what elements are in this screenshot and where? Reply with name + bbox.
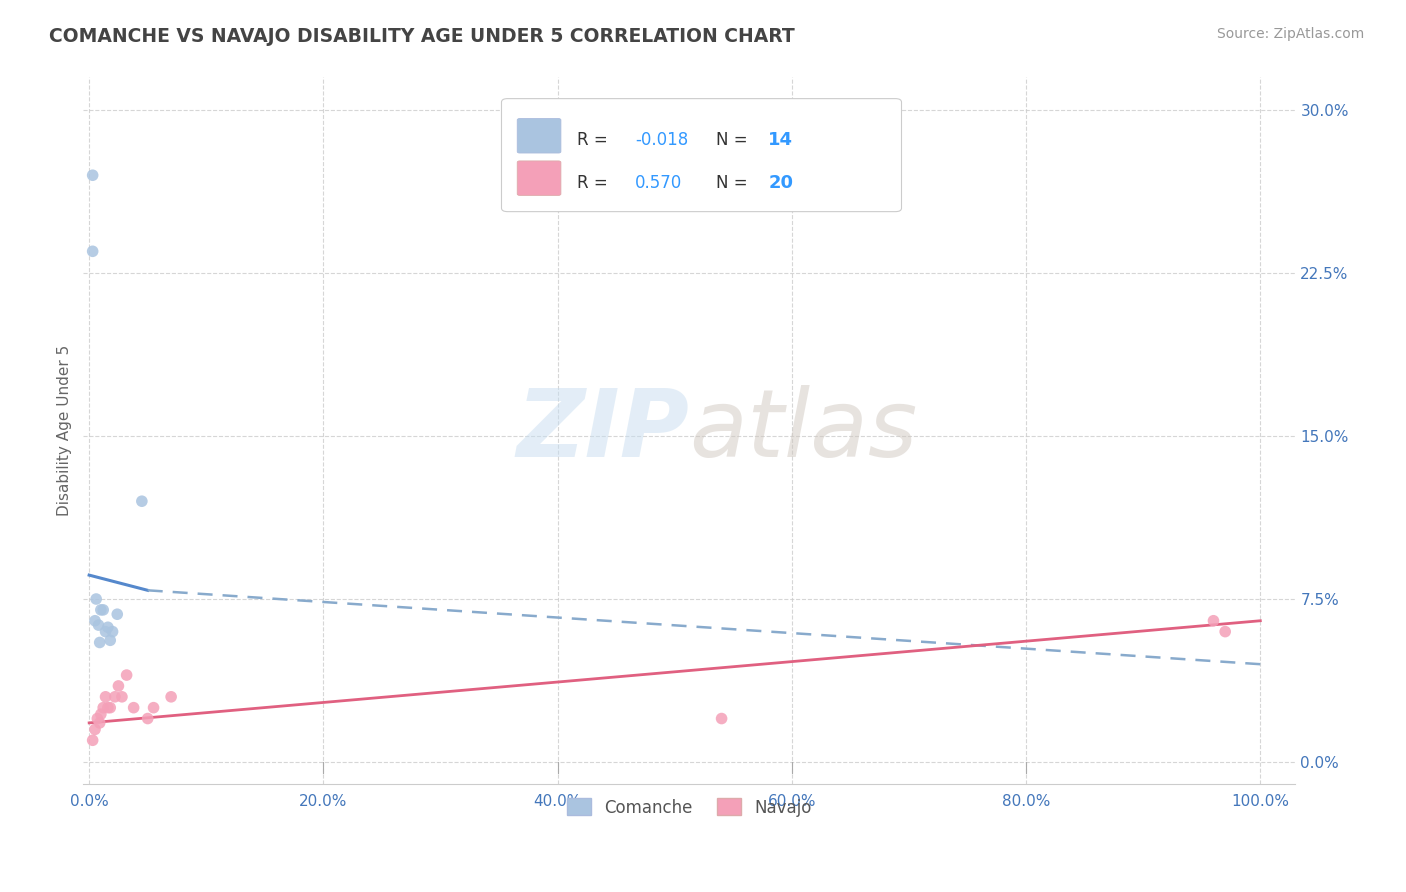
Text: Source: ZipAtlas.com: Source: ZipAtlas.com — [1216, 27, 1364, 41]
Text: ZIP: ZIP — [516, 384, 689, 476]
Point — [97, 620, 120, 634]
Text: 20: 20 — [768, 174, 793, 192]
Point — [136, 712, 159, 726]
Point — [160, 690, 183, 704]
Point — [98, 700, 121, 714]
Text: R =: R = — [576, 131, 613, 149]
Point — [91, 603, 114, 617]
Point — [89, 635, 111, 649]
Point — [84, 592, 107, 607]
Point — [82, 733, 104, 747]
Point — [142, 700, 165, 714]
Point — [98, 633, 121, 648]
Point — [1213, 624, 1236, 639]
Point — [94, 690, 117, 704]
Point — [94, 624, 117, 639]
FancyBboxPatch shape — [517, 161, 561, 195]
Point — [107, 679, 129, 693]
Point — [86, 712, 108, 726]
Point — [1202, 614, 1225, 628]
Text: 0.570: 0.570 — [636, 174, 682, 192]
Text: atlas: atlas — [689, 385, 918, 476]
Text: -0.018: -0.018 — [636, 131, 688, 149]
Text: R =: R = — [576, 174, 613, 192]
Y-axis label: Disability Age Under 5: Disability Age Under 5 — [58, 345, 72, 516]
FancyBboxPatch shape — [517, 119, 561, 153]
Point — [84, 723, 107, 737]
Text: N =: N = — [716, 174, 754, 192]
Point — [90, 603, 112, 617]
Point — [122, 700, 145, 714]
Point — [105, 607, 128, 622]
Text: N =: N = — [716, 131, 754, 149]
Point — [131, 494, 153, 508]
Point — [115, 668, 138, 682]
FancyBboxPatch shape — [502, 99, 901, 211]
Point — [97, 700, 120, 714]
Point — [89, 715, 111, 730]
Point — [710, 712, 733, 726]
Point — [104, 690, 127, 704]
Text: 14: 14 — [768, 131, 793, 149]
Point — [111, 690, 134, 704]
Point — [82, 168, 104, 182]
Point — [87, 618, 110, 632]
Legend: Comanche, Navajo: Comanche, Navajo — [560, 790, 820, 825]
Point — [82, 244, 104, 259]
Point — [84, 614, 107, 628]
Point — [101, 624, 124, 639]
Point — [90, 707, 112, 722]
Text: COMANCHE VS NAVAJO DISABILITY AGE UNDER 5 CORRELATION CHART: COMANCHE VS NAVAJO DISABILITY AGE UNDER … — [49, 27, 794, 45]
Point — [91, 700, 114, 714]
